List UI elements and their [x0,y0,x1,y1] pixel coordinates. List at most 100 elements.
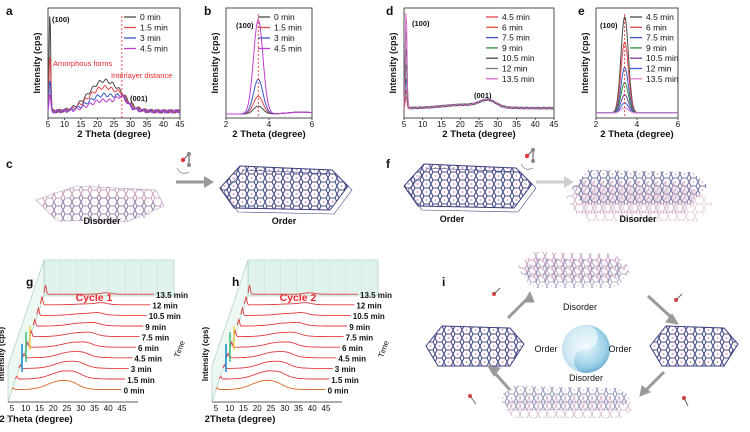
legend-entry: 0 min [274,12,295,22]
z-axis-label: Time [172,339,187,359]
ridge-line [225,351,337,359]
watermark-symbol: © [4,414,13,426]
ridge-line [218,370,330,380]
x-tick-label: 4 [635,120,640,129]
side-wall [7,259,45,403]
x-tick-label: 15 [35,404,44,413]
time-label: 1.5 min [127,376,155,385]
x-axis-label: 2 Theta (degree) [0,414,73,425]
x-tick-label: 20 [93,120,102,129]
x-tick-label: 5 [46,120,51,129]
scheme-i-top-label: Disorder [563,302,597,312]
panel-letter-a: a [6,4,13,18]
legend-entry: 7.5 min [646,33,674,43]
scheme-i-bottom-label: Disorder [569,373,603,383]
legend-entry: 6 min [646,22,667,32]
legend-entry: 0 min [140,12,161,22]
x-tick-label: 30 [493,120,502,129]
scheme-c: Disorder Order [35,152,353,226]
ridge-line [236,317,348,327]
series-line [596,102,678,114]
x-axis-label: 2 Theta (degree) [600,129,673,140]
x-axis-label: 2 Theta (degree) [442,129,515,140]
transition-arrow [176,176,214,188]
x-tick-label: 35 [143,120,152,129]
x-tick-label: 25 [110,120,119,129]
legend-entry: 9 min [502,43,523,53]
panel-letter-b: b [204,4,211,18]
peak-label-100: (100) [600,21,618,30]
time-label: 13.5 min [156,291,188,300]
x-tick-label: 5 [10,404,15,413]
x-tick-label: 30 [76,404,85,413]
time-label: 7.5 min [346,333,374,342]
series-line [226,19,312,115]
y-axis-label: Intensity (cps) [32,32,42,93]
ordered-framework-illustration [403,163,537,213]
ridge-line [21,351,133,359]
x-tick-label: 45 [118,404,127,413]
x-tick-label: 35 [90,404,99,413]
series-line [47,93,181,114]
x-tick-label: 20 [49,404,58,413]
legend-entry: 6 min [502,22,523,32]
legend-entry: 13.5 min [646,74,679,84]
x-tick-label: 5 [402,120,407,129]
scheme-i-right-label: Order [608,344,631,354]
chart-b: 2 4 6 2 Theta (degree) Intensity (cps) (100) 0… [210,7,315,140]
time-label: 13.5 min [360,291,392,300]
time-label: 0 min [124,386,145,395]
x-tick-label: 15 [239,404,248,413]
time-label: 12 min [152,302,177,311]
x-tick-label: 20 [253,404,262,413]
x-tick-label: 45 [322,404,331,413]
ridge-line [32,317,144,327]
chart-d: 5 10 15 20 25 30 35 40 45 2 Theta (degree) Intensi… [388,7,559,140]
legend-entry: 4.5 min [140,44,168,54]
y-axis-label: Intensity (cps) [201,327,210,382]
peak-label-001: (001) [130,94,148,103]
disordered-framework-illustration [35,184,165,223]
annotation-amorphous: Amorphous forms [53,59,112,68]
y-axis-label: Intensity (cps) [0,327,6,382]
legend-entry: 3 min [274,33,295,43]
ordered-framework-left [425,325,525,367]
legend-entry: 1.5 min [140,23,168,33]
annotation-interlayer: Interlayer distance [111,71,172,80]
time-label: 3 min [131,365,152,374]
x-tick-label: 35 [512,120,521,129]
chart-a: 5 10 15 20 25 30 35 40 45 2 Theta (degree) Intensi… [32,7,185,140]
y-axis-label: Intensity (cps) [580,32,590,93]
ridge-line [222,360,333,369]
ridge-line [29,329,140,338]
panel-letter-e: e [578,4,585,18]
chart-title: Cycle 1 [76,292,113,304]
x-tick-label: 40 [159,120,168,129]
series-line [596,107,678,114]
panel-letter-c: c [6,157,13,171]
legend-entry: 4.5 min [646,12,674,22]
legend-entry: 10.5 min [502,53,535,63]
ridge-line [233,329,344,338]
disordered-framework-illustration [566,170,714,222]
legend-entry: 10.5 min [646,53,679,63]
ridge-line [215,380,326,391]
peak-label-100: (100) [236,21,254,30]
transition-arrow [536,176,574,188]
peak-label-001: (001) [474,91,492,100]
legend-entry: 12 min [646,64,672,74]
chart-e: 2 4 62 Theta (degree) Intensity (cps) (100) 4… [580,7,681,140]
peak-label-100: (100) [52,15,70,24]
time-label: 6 min [138,344,159,353]
x-tick-label: 45 [176,120,185,129]
chart-title: Cycle 2 [280,292,317,304]
scheme-c-right-label: Order [272,216,297,226]
x-tick-label: 25 [267,404,276,413]
series-line [596,82,678,114]
x-tick-label: 15 [437,120,446,129]
x-tick-label: 4 [267,120,272,129]
y-axis-label: Intensity (cps) [210,32,220,93]
time-label: 6 min [342,344,363,353]
scheme-i-left-label: Order [534,344,557,354]
legend-entry: 12 min [502,64,528,74]
